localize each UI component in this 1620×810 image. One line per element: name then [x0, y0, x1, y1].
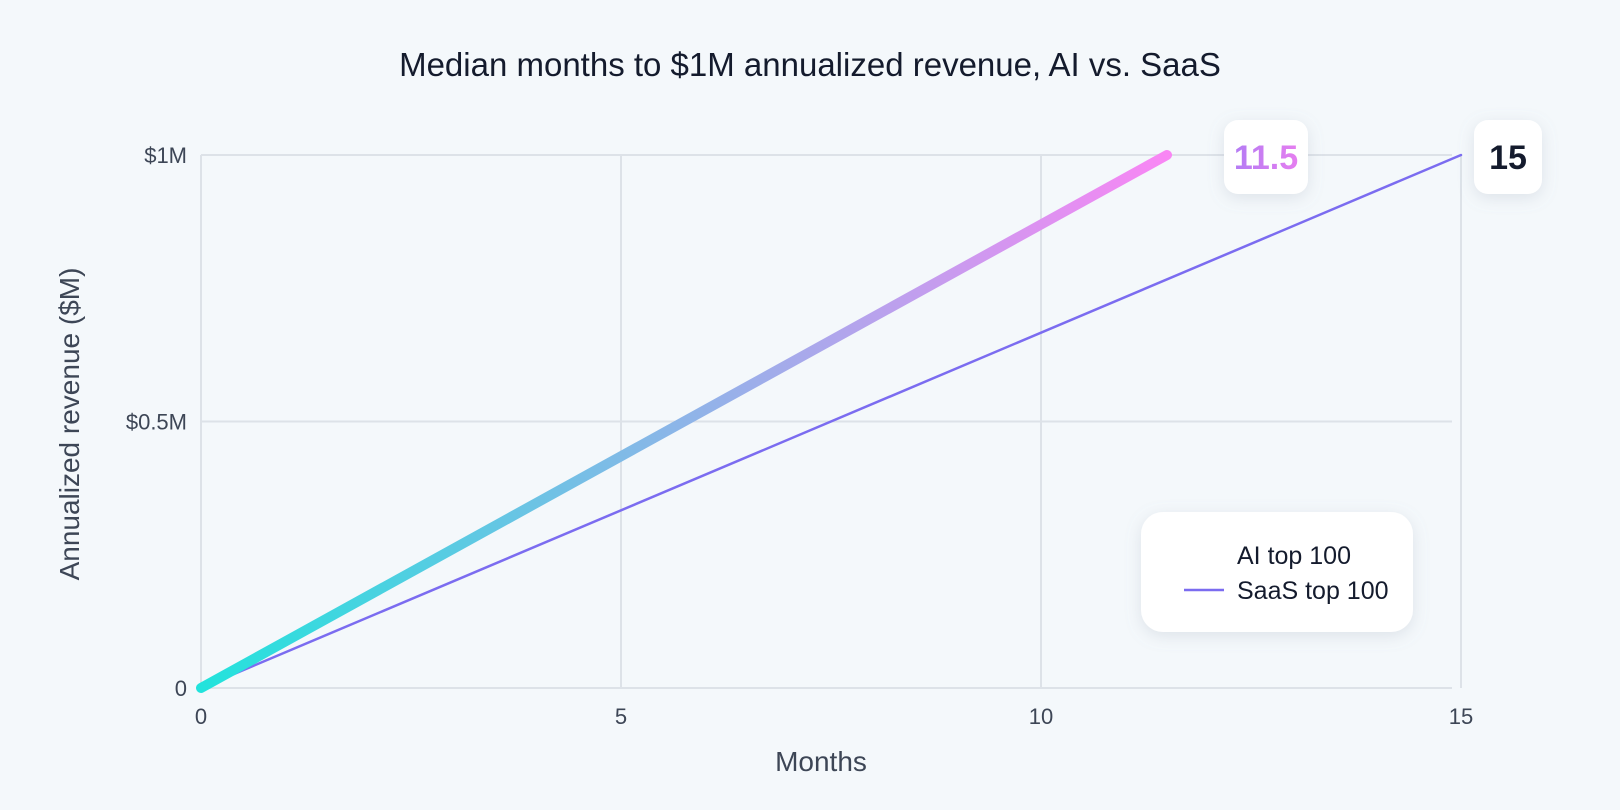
x-tick-labels: 0 5 10 15 — [195, 704, 1473, 729]
y-tick-label: $0.5M — [126, 410, 187, 435]
legend-label-ai: AI top 100 — [1237, 542, 1351, 570]
saas-end-badge-box — [1474, 120, 1542, 194]
x-tick-label: 0 — [195, 704, 207, 729]
y-tick-labels: 0 $0.5M $1M — [126, 143, 187, 701]
y-tick-label: $1M — [144, 143, 187, 168]
y-axis-label: Annualized revenue ($M) — [54, 268, 85, 581]
chart-title: Median months to $1M annualized revenue,… — [399, 46, 1221, 83]
y-tick-label: 0 — [175, 676, 187, 701]
series-layer — [196, 150, 1463, 693]
gridlines — [200, 154, 1462, 689]
ai-end-badge-text: 11.5 — [1234, 139, 1298, 177]
x-tick-label: 5 — [615, 704, 627, 729]
saas-end-badge-text: 15 — [1489, 139, 1527, 177]
ai-end-badge-box — [1224, 120, 1308, 194]
end-value-badges: 11.5 15 — [1224, 120, 1542, 194]
legend: AI top 100 SaaS top 100 — [1141, 512, 1413, 632]
x-tick-label: 15 — [1449, 704, 1473, 729]
legend-label-saas: SaaS top 100 — [1237, 577, 1389, 605]
ai-series-line — [196, 150, 1172, 693]
x-tick-label: 10 — [1029, 704, 1053, 729]
saas-series-line — [199, 153, 1463, 690]
saas-end-badge: 15 — [1474, 120, 1542, 194]
legend-box — [1141, 512, 1413, 632]
x-axis-label: Months — [775, 746, 867, 777]
ai-end-badge: 11.5 — [1224, 120, 1308, 194]
